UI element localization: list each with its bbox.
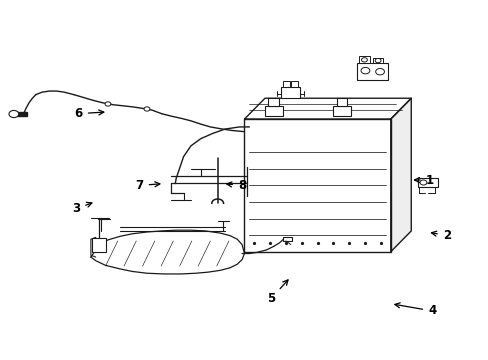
Polygon shape (244, 98, 410, 119)
Bar (358, 56, 369, 63)
Bar (283, 81, 289, 87)
Bar (332, 106, 350, 116)
Bar (92, 238, 106, 252)
Circle shape (105, 102, 111, 106)
Circle shape (419, 180, 426, 185)
Text: 5: 5 (266, 280, 287, 305)
Circle shape (361, 58, 366, 62)
Bar (282, 237, 292, 241)
Circle shape (374, 58, 380, 63)
Text: 7: 7 (135, 179, 160, 192)
Bar (268, 98, 279, 106)
Bar (281, 87, 299, 98)
Bar (336, 98, 346, 106)
Bar (244, 119, 390, 252)
Bar (417, 178, 437, 187)
Text: 1: 1 (414, 174, 433, 186)
Bar (290, 81, 297, 87)
Polygon shape (17, 112, 26, 116)
Polygon shape (390, 98, 410, 252)
Text: 2: 2 (430, 229, 450, 242)
Text: 8: 8 (226, 179, 245, 192)
Circle shape (9, 111, 19, 118)
Circle shape (360, 67, 369, 74)
Text: 3: 3 (72, 202, 92, 215)
Text: 4: 4 (394, 303, 435, 318)
Circle shape (144, 107, 150, 111)
Circle shape (375, 68, 384, 75)
Bar (372, 58, 383, 63)
Bar (264, 106, 282, 116)
Text: 6: 6 (75, 107, 103, 120)
Bar (356, 63, 387, 80)
